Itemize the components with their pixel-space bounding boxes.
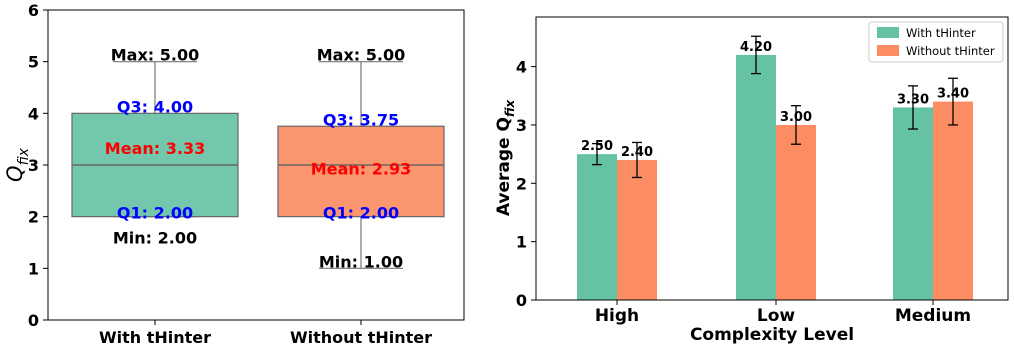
bar-with-thinter-high: [577, 154, 617, 300]
bar-chart-y-axis-label: Average Qfix: [494, 99, 517, 217]
annotation-q3-with-thinter: Q3: 4.00: [117, 97, 193, 116]
bar-chart-legend: With tHinter Without tHinter: [868, 21, 1004, 63]
annotation-q1-without-thinter: Q1: 2.00: [323, 204, 399, 223]
legend-box: [868, 21, 1004, 63]
data-label-with-thinter-low: 4.20: [740, 40, 772, 55]
box-x-tick-label-without-thinter: Without tHinter: [290, 328, 432, 347]
bar-y-tick-label: 4: [516, 58, 527, 77]
bar-without-thinter-high: [617, 159, 657, 300]
bar-y-tick-label: 2: [516, 174, 527, 193]
bar-x-tick-label-medium: Medium: [895, 306, 971, 326]
box-y-tick-label: 1: [28, 259, 39, 278]
annotation-min-with-thinter: Min: 2.00: [113, 229, 197, 248]
bar-with-thinter-low: [736, 54, 776, 301]
bar-without-thinter-medium: [933, 101, 973, 300]
bar-chart-x-axis-label: Complexity Level: [690, 325, 854, 345]
box-x-tick-label-with-thinter: With tHinter: [99, 328, 211, 347]
box-plot-y-axis-label: Qfix: [3, 147, 32, 182]
annotation-max-with-thinter: Max: 5.00: [111, 46, 199, 65]
box-y-tick-label: 6: [28, 1, 39, 20]
bar-y-tick-label: 1: [516, 233, 527, 252]
bar-chart: 2.50 4.20 3.30 2.40 3.00 3.40 0 1 2 3 4 High Low Me…: [494, 16, 1009, 345]
data-label-without-thinter-high: 2.40: [621, 145, 653, 160]
annotation-mean-without-thinter: Mean: 2.93: [311, 160, 411, 179]
annotation-mean-with-thinter: Mean: 3.33: [105, 139, 205, 158]
bar-x-tick-label-high: High: [595, 306, 639, 326]
bar-without-thinter-low: [776, 124, 816, 300]
bar-x-tick-label-low: Low: [757, 306, 796, 326]
data-label-without-thinter-low: 3.00: [780, 110, 812, 125]
legend-label-without-thinter: Without tHinter: [906, 44, 995, 58]
data-label-with-thinter-high: 2.50: [581, 139, 613, 154]
annotation-q1-with-thinter: Q1: 2.00: [117, 204, 193, 223]
annotation-q3-without-thinter: Q3: 3.75: [323, 110, 399, 129]
legend-swatch-without-thinter: [877, 45, 899, 56]
bar-with-thinter-medium: [893, 107, 933, 300]
box-y-tick-label: 2: [28, 208, 39, 227]
bar-y-tick-label: 3: [516, 116, 527, 135]
bar-y-tick-label: 0: [516, 291, 527, 310]
box-y-tick-label: 3: [28, 156, 39, 175]
bar-chart-frame: [535, 16, 1009, 301]
box-y-tick-label: 5: [28, 53, 39, 72]
legend-label-with-thinter: With tHinter: [906, 26, 976, 40]
box-plot: Max: 5.00 Q3: 4.00 Mean: 3.33 Q1: 2.00 Min: …: [3, 1, 465, 347]
box-without-thinter: [277, 125, 445, 218]
annotation-min-without-thinter: Min: 1.00: [319, 252, 403, 271]
box-y-tick-label: 0: [28, 311, 39, 330]
data-label-without-thinter-medium: 3.40: [937, 87, 969, 102]
legend-swatch-with-thinter: [877, 27, 899, 38]
data-label-with-thinter-medium: 3.30: [897, 92, 929, 107]
box-y-tick-label: 4: [28, 104, 39, 123]
annotation-max-without-thinter: Max: 5.00: [317, 46, 405, 65]
